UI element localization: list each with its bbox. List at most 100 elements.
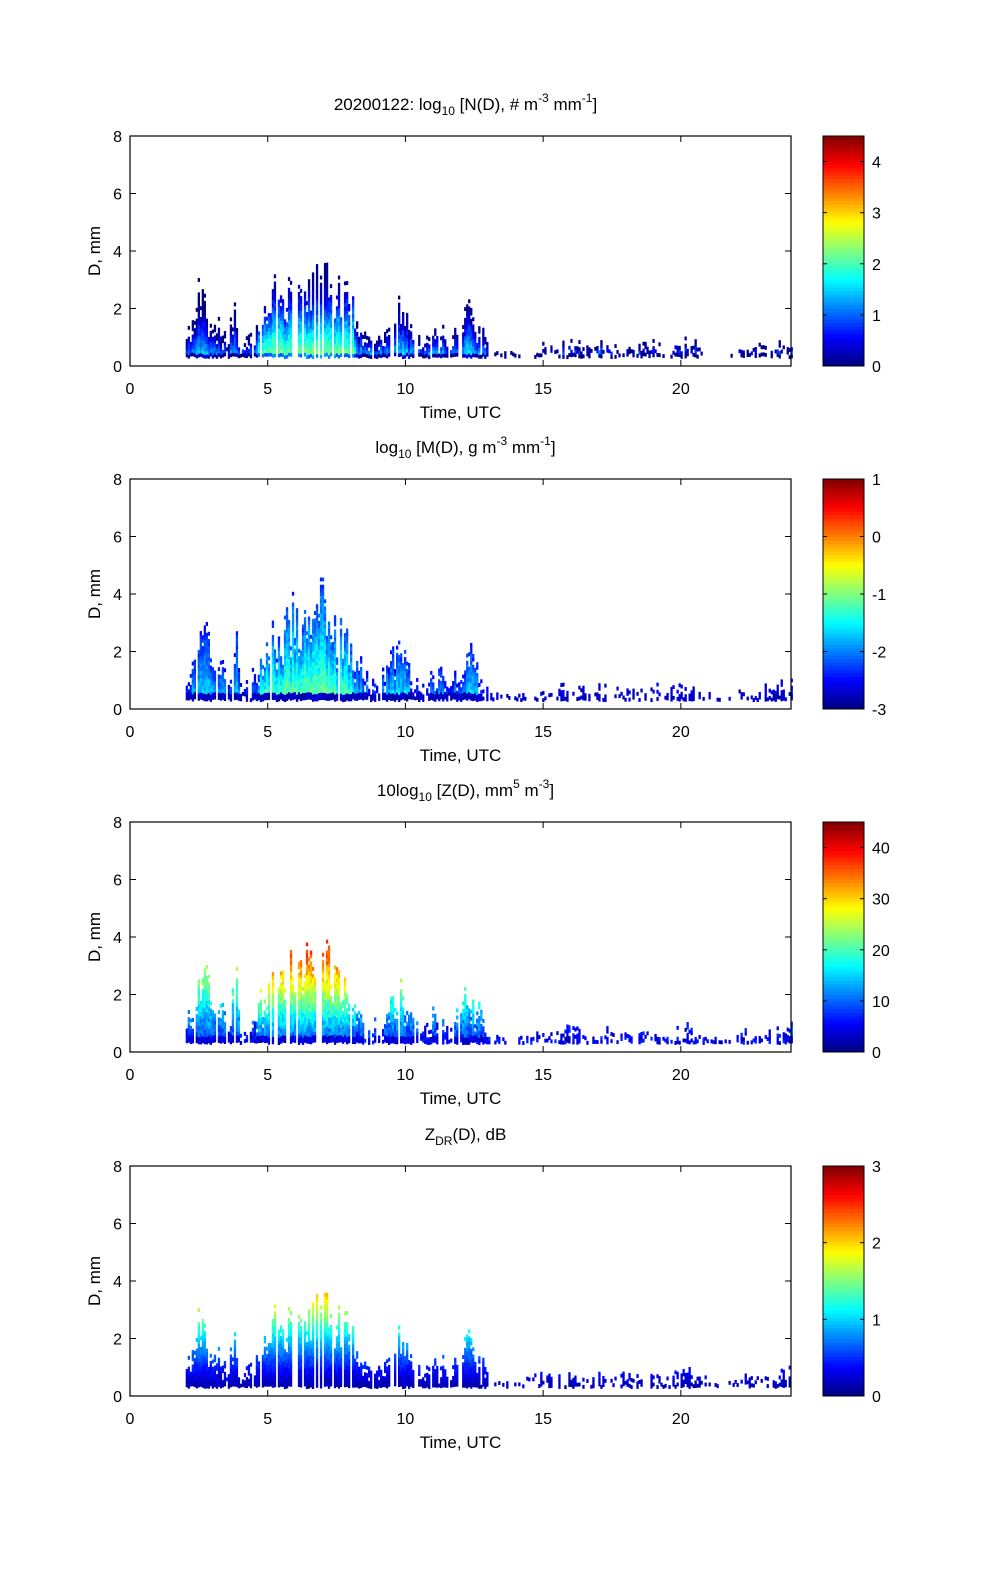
heatmap-cell: [337, 286, 341, 291]
heatmap-cell: [261, 332, 265, 336]
heatmap-cell: [480, 1031, 483, 1036]
heatmap-cell: [394, 694, 397, 699]
heatmap-cell: [444, 346, 447, 351]
heatmap-cell: [311, 687, 315, 691]
heatmap-cell: [362, 335, 365, 339]
heatmap-cell: [333, 347, 337, 351]
heatmap-cell: [311, 315, 315, 320]
heatmap-cell: [323, 646, 327, 650]
heatmap-cell: [265, 653, 269, 657]
heatmap-cell: [348, 675, 351, 680]
heatmap-cell: [303, 1031, 307, 1036]
heatmap-cell: [307, 978, 311, 983]
heatmap-cell: [360, 656, 363, 661]
heatmap-cell: [289, 309, 293, 314]
heatmap-cell: [279, 309, 283, 314]
heatmap-cell: [313, 1031, 317, 1036]
heatmap-cell: [333, 318, 337, 323]
heatmap-cell: [386, 672, 389, 677]
heatmap-cell: [283, 633, 287, 638]
heatmap-cell: [265, 660, 269, 665]
heatmap-cell: [267, 1019, 271, 1024]
heatmap-cell: [398, 320, 401, 325]
heatmap-cell: [430, 1040, 433, 1045]
heatmap-cell: [542, 1033, 545, 1037]
heatmap-cell: [494, 1040, 497, 1045]
heatmap-cell: [346, 281, 349, 285]
heatmap-cell: [356, 342, 359, 347]
heatmap-cell: [398, 327, 401, 332]
heatmap-cell: [321, 985, 325, 989]
heatmap-cell: [233, 309, 237, 314]
heatmap-cell: [203, 672, 206, 676]
heatmap-cell: [416, 692, 419, 697]
heatmap-cell: [348, 347, 351, 351]
heatmap-cell: [199, 1019, 202, 1023]
heatmap-cell: [482, 1026, 485, 1031]
heatmap-cell: [400, 352, 403, 357]
colorbar-segment: [823, 558, 864, 563]
heatmap-cell: [626, 692, 629, 696]
heatmap-cell: [350, 647, 353, 651]
heatmap-cell: [376, 355, 379, 359]
heatmap-cell: [303, 1020, 307, 1025]
heatmap-cell: [472, 668, 475, 673]
heatmap-cell: [325, 327, 329, 332]
heatmap-cell: [335, 999, 339, 1004]
heatmap-cell: [201, 296, 204, 301]
heatmap-cell: [470, 653, 473, 658]
heatmap-cell: [352, 1040, 355, 1044]
colorbar-segment: [823, 240, 864, 245]
heatmap-cell: [229, 1029, 233, 1034]
heatmap-cell: [213, 692, 217, 696]
heatmap-cell: [346, 635, 349, 640]
heatmap-cell: [307, 623, 311, 628]
heatmap-cell: [360, 1017, 363, 1022]
heatmap-cell: [263, 334, 267, 339]
heatmap-cell: [327, 351, 331, 356]
heatmap-cell: [207, 1025, 210, 1029]
heatmap-cell: [267, 681, 271, 686]
heatmap-cell: [458, 682, 461, 687]
heatmap-cell: [307, 996, 311, 1001]
heatmap-cell: [341, 691, 345, 695]
heatmap-cell: [480, 1016, 483, 1021]
heatmap-cell: [472, 324, 475, 329]
heatmap-cell: [201, 689, 204, 694]
heatmap-cell: [327, 347, 331, 352]
heatmap-cell: [331, 659, 335, 664]
heatmap-cell: [327, 315, 331, 320]
heatmap-cell: [676, 689, 679, 694]
heatmap-cell: [283, 655, 287, 659]
heatmap-cell: [285, 661, 289, 665]
heatmap-cell: [339, 1031, 343, 1036]
heatmap-cell: [346, 1011, 349, 1016]
heatmap-cell: [472, 1006, 475, 1011]
heatmap-cell: [698, 691, 701, 696]
heatmap-cell: [261, 328, 265, 333]
heatmap-cell: [466, 351, 469, 355]
heatmap-cell: [245, 1038, 249, 1043]
heatmap-cell: [197, 321, 200, 325]
heatmap-cell: [420, 352, 423, 357]
heatmap-cell: [245, 1034, 249, 1039]
heatmap-cell: [321, 967, 325, 971]
heatmap-cell: [335, 661, 339, 665]
heatmap-cell: [265, 689, 269, 693]
heatmap-cell: [327, 301, 331, 305]
heatmap-cell: [446, 1025, 449, 1030]
heatmap-cell: [327, 668, 331, 673]
heatmap-cell: [352, 673, 355, 678]
heatmap-cell: [486, 697, 489, 702]
heatmap-cell: [572, 1036, 575, 1041]
heatmap-cell: [309, 681, 313, 686]
heatmap-cell: [390, 661, 393, 665]
heatmap-cell: [271, 678, 275, 682]
heatmap-cell: [285, 343, 289, 348]
heatmap-cell: [562, 689, 565, 694]
colorbar-segment: [823, 904, 864, 909]
heatmap-cell: [350, 661, 353, 666]
heatmap-cell: [436, 691, 439, 696]
heatmap-cell: [323, 642, 327, 647]
heatmap-cell: [315, 668, 319, 673]
